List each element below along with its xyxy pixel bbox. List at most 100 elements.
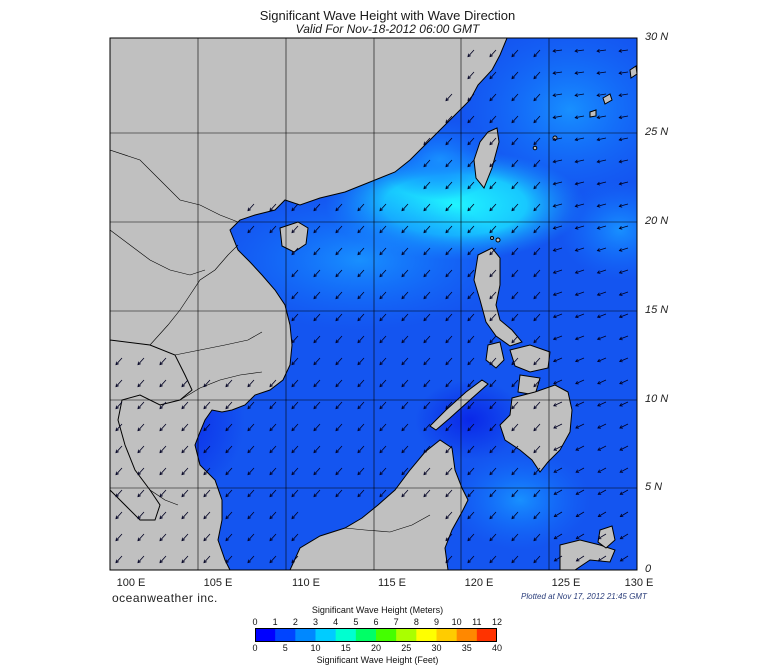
wave-direction-arrows <box>115 48 629 564</box>
wave-arrow-head <box>533 515 537 520</box>
wave-arrow <box>115 511 123 519</box>
wave-arrow-head <box>553 558 558 562</box>
wave-arrow <box>576 511 585 517</box>
wave-arrow-head <box>313 251 317 256</box>
wave-arrow-head <box>445 273 449 278</box>
lat-label: 5 N <box>645 481 663 493</box>
wave-arrow-head <box>511 185 515 190</box>
wave-arrow-head <box>335 471 339 476</box>
wave-arrow-head <box>489 405 493 410</box>
wave-arrow <box>335 379 343 387</box>
colorbar-tick-feet: 5 <box>282 643 288 653</box>
wave-arrow <box>467 467 475 475</box>
wave-arrow <box>533 49 541 57</box>
wave-arrow-head <box>423 207 427 212</box>
wave-arrow <box>597 137 607 141</box>
wave-arrow-head <box>553 469 558 473</box>
wave-arrow-head <box>618 270 623 274</box>
wave-arrow <box>619 93 629 96</box>
wave-arrow-head <box>291 207 295 212</box>
wave-arrow-head <box>467 427 471 432</box>
wave-arrow <box>533 423 541 431</box>
wave-arrow <box>357 357 365 365</box>
wave-arrow-head <box>335 405 339 410</box>
wave-arrow-head <box>511 119 515 124</box>
wave-arrow <box>379 423 387 431</box>
wave-arrow-head <box>489 361 493 366</box>
wave-arrow-head <box>511 53 515 58</box>
wave-arrow <box>511 335 519 343</box>
wave-arrow-head <box>552 226 557 230</box>
wave-arrow-head <box>533 53 537 58</box>
wave-arrow-head <box>489 537 493 542</box>
wave-arrow <box>598 533 607 540</box>
wave-arrow <box>357 291 365 299</box>
wave-arrow <box>511 269 519 277</box>
wave-arrow <box>115 401 123 409</box>
wave-arrow <box>575 357 585 362</box>
wave-arrow-head <box>618 226 623 230</box>
wave-arrow <box>379 291 387 299</box>
wave-arrow <box>620 555 629 562</box>
wave-arrow <box>401 357 409 365</box>
wave-arrow <box>445 335 453 343</box>
wave-arrow-head <box>533 185 537 190</box>
wave-arrow <box>533 247 541 255</box>
wave-arrow-head <box>553 491 558 495</box>
wave-arrow-head <box>511 493 515 498</box>
wave-arrow <box>181 379 189 387</box>
wave-arrow-head <box>511 97 515 102</box>
wave-arrow <box>225 379 233 387</box>
wave-arrow <box>533 71 541 79</box>
wave-arrow <box>357 203 365 211</box>
wave-arrow-head <box>489 141 493 146</box>
wave-arrow <box>619 445 629 451</box>
wave-arrow <box>511 467 519 475</box>
wave-arrow-head <box>511 427 515 432</box>
wave-arrow <box>401 203 409 211</box>
wave-arrow-head <box>423 405 427 410</box>
wave-arrow-head <box>379 339 383 344</box>
wave-arrow <box>533 511 541 519</box>
wave-arrow-head <box>203 383 207 388</box>
wave-arrow <box>553 115 563 119</box>
wave-arrow-head <box>445 427 449 432</box>
wave-arrow <box>423 159 431 167</box>
wave-arrow-head <box>137 471 141 476</box>
wave-arrow <box>597 445 607 451</box>
wave-arrow-head <box>445 229 449 234</box>
country-borders <box>110 149 431 533</box>
wave-arrow-head <box>575 535 580 540</box>
wave-arrow-head <box>467 251 471 256</box>
wave-arrow-head <box>357 493 361 498</box>
wave-arrow-head <box>511 405 515 410</box>
wave-arrow-head <box>511 515 515 520</box>
wave-arrow-head <box>247 207 251 212</box>
wave-arrow-head <box>313 317 317 322</box>
wave-arrow <box>335 467 343 475</box>
wave-arrow-head <box>533 317 537 322</box>
wave-arrow-head <box>511 229 515 234</box>
land-islet <box>490 236 494 240</box>
wave-arrow <box>467 71 475 79</box>
wave-arrow-head <box>618 314 623 319</box>
lon-label: 120 E <box>464 577 494 589</box>
colorbar <box>255 628 497 642</box>
wave-arrow-head <box>269 383 273 388</box>
wave-arrow-head <box>335 251 339 256</box>
wave-arrow <box>225 489 233 497</box>
wave-arrow-head <box>291 295 295 300</box>
wave-arrow-head <box>511 207 515 212</box>
wave-arrow <box>269 489 277 497</box>
wave-arrow-head <box>357 229 361 234</box>
wave-arrow-head <box>291 405 295 410</box>
wave-arrow-head <box>159 493 163 498</box>
wave-arrow <box>181 511 189 519</box>
wave-arrow-head <box>467 185 471 190</box>
wave-arrow-head <box>489 383 493 388</box>
wave-arrow <box>511 203 519 211</box>
wave-arrow <box>467 181 475 189</box>
wave-arrow <box>269 555 277 563</box>
lon-label: 125 E <box>551 577 581 589</box>
wave-arrow-head <box>181 405 185 410</box>
